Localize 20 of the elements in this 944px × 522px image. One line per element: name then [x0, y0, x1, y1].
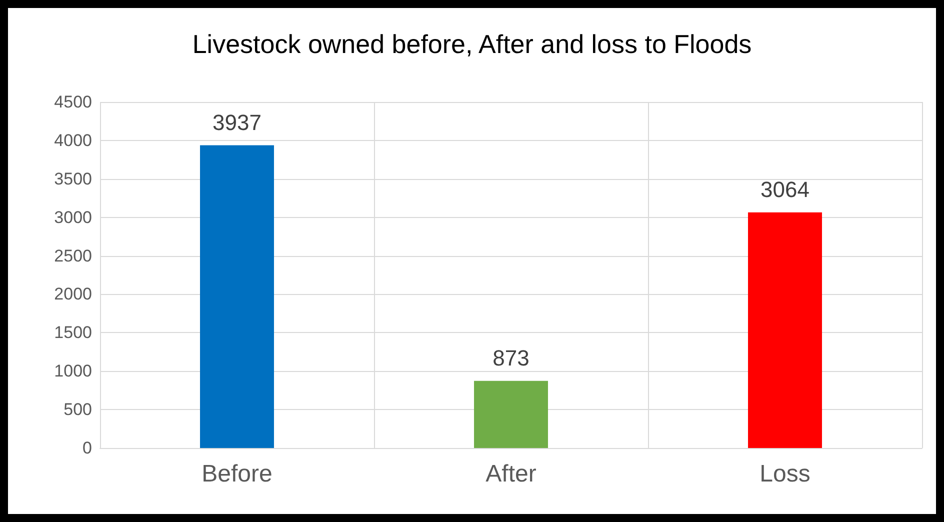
bar: [474, 380, 548, 448]
x-tick-label: Before: [202, 460, 272, 488]
y-tick-label: 4000: [54, 130, 92, 150]
y-tick-label: 0: [82, 438, 92, 458]
chart-title: Livestock owned before, After and loss to Floods: [192, 29, 752, 59]
y-tick-label: 1000: [54, 362, 92, 381]
y-tick-label: 4500: [54, 92, 92, 112]
y-tick-label: 2500: [54, 246, 92, 266]
y-tick-label: 3000: [54, 208, 92, 227]
bar: [200, 145, 274, 448]
y-tick-label: 500: [64, 400, 92, 420]
x-tick-label: After: [486, 460, 536, 488]
y-tick-label: 3500: [54, 169, 92, 188]
data-label: 3064: [760, 176, 810, 202]
x-tick-label: Loss: [760, 460, 810, 488]
y-tick-label: 1500: [54, 323, 92, 342]
data-label: 3937: [212, 110, 262, 135]
data-label: 873: [492, 345, 530, 370]
y-tick-label: 2000: [54, 284, 92, 304]
bar: [748, 212, 822, 448]
